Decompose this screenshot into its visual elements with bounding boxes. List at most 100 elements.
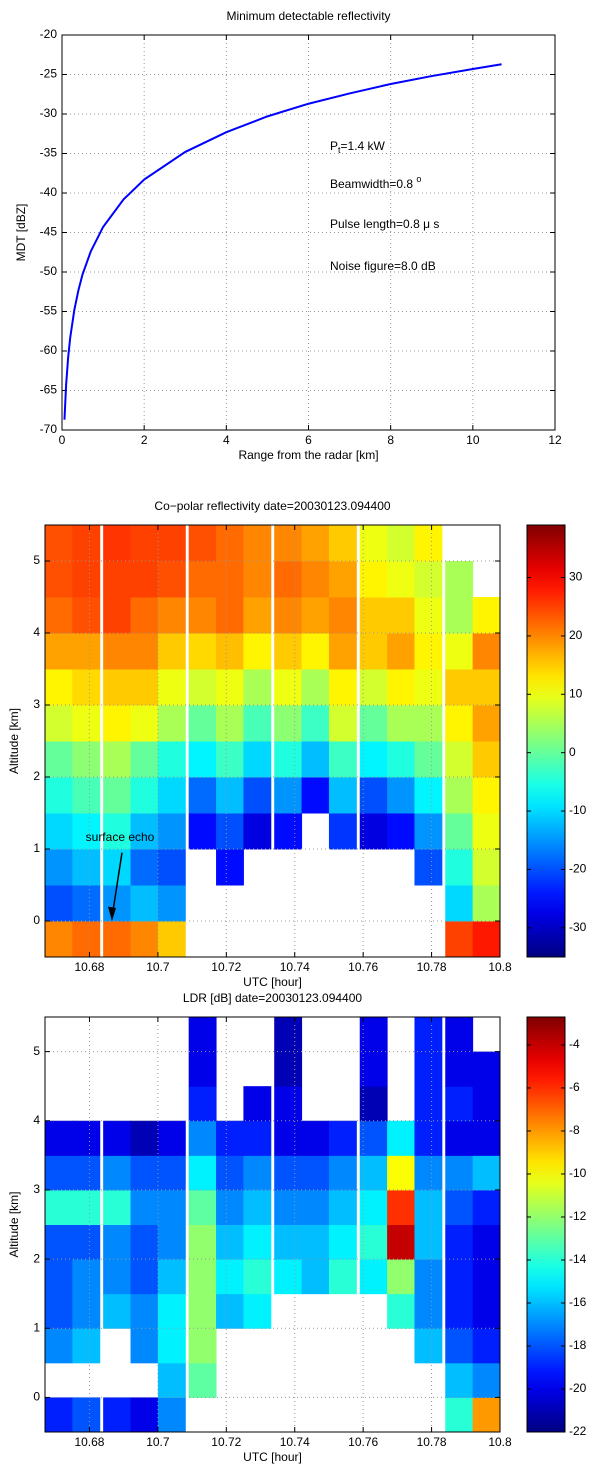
axes-frame bbox=[44, 524, 501, 958]
colorbar-tick-label: -10 bbox=[569, 803, 587, 817]
x-tick-label: 10.76 bbox=[348, 1435, 378, 1449]
line-series bbox=[63, 63, 502, 420]
y-tick-label: 3 bbox=[33, 1182, 40, 1196]
heatmap-cell bbox=[414, 1224, 443, 1260]
y-tick-label: 1 bbox=[33, 1320, 40, 1334]
annotation-arrow bbox=[111, 852, 123, 918]
heatmap-cell bbox=[445, 1051, 474, 1087]
heatmap-cell bbox=[130, 525, 159, 562]
colorbar-tick-label: -12 bbox=[569, 1209, 587, 1223]
heatmap-cell bbox=[472, 1155, 501, 1191]
heatmap-cell bbox=[387, 1189, 415, 1225]
heatmap-cell bbox=[472, 597, 501, 634]
heatmap-cell bbox=[359, 1051, 388, 1087]
colorbar-tick-label: -4 bbox=[569, 1037, 580, 1051]
heatmap-cell bbox=[45, 1155, 73, 1191]
y-tick-label: 0 bbox=[33, 913, 40, 927]
heatmap-cell bbox=[45, 1293, 73, 1329]
heatmap-cell bbox=[103, 525, 132, 562]
heatmap-cell bbox=[130, 597, 159, 634]
heatmap-cell bbox=[188, 1017, 217, 1053]
heatmap-cell bbox=[72, 1155, 101, 1191]
heatmap-cell bbox=[414, 777, 443, 814]
chart-title: Co−polar reflectivity date=20030123.0944… bbox=[154, 499, 391, 513]
colorbar-tick-label: -30 bbox=[569, 920, 587, 934]
heatmap-cell bbox=[216, 561, 244, 598]
heatmap-cell bbox=[472, 705, 501, 742]
heatmap-cell bbox=[472, 849, 501, 886]
heatmap-cell bbox=[274, 1051, 303, 1087]
heatmap-cell bbox=[328, 741, 357, 778]
heatmap-cell bbox=[130, 1155, 159, 1191]
heatmap-cell bbox=[445, 669, 474, 706]
heatmap-cell bbox=[445, 1155, 474, 1191]
annotation: Pt=1.4 kW bbox=[330, 139, 386, 155]
heatmap-cell bbox=[445, 1397, 474, 1433]
x-tick-label: 10.7 bbox=[146, 1435, 170, 1449]
heatmap-cell bbox=[45, 777, 73, 814]
heatmap-cell bbox=[472, 669, 501, 706]
heatmap-cell bbox=[445, 705, 474, 742]
heatmap-cell bbox=[387, 1259, 415, 1295]
y-tick-label: -25 bbox=[40, 67, 58, 81]
heatmap-cell bbox=[157, 1224, 186, 1260]
heatmap-cell bbox=[188, 1189, 217, 1225]
heatmap-cell bbox=[414, 813, 443, 850]
heatmap-cell bbox=[274, 1017, 303, 1053]
heatmap-cell bbox=[216, 1189, 244, 1225]
heatmap-cell bbox=[157, 921, 186, 958]
heatmap-cell bbox=[243, 1259, 272, 1295]
heatmap-cell bbox=[216, 813, 244, 850]
y-tick-label: 0 bbox=[33, 1390, 40, 1404]
heatmap-cell bbox=[445, 633, 474, 670]
heatmap-cell bbox=[188, 1155, 217, 1191]
heatmap-cell bbox=[414, 1051, 443, 1087]
heatmap-cell bbox=[472, 885, 501, 922]
heatmap-cell bbox=[472, 1259, 501, 1295]
heatmap-cell bbox=[216, 633, 244, 670]
heatmap-cell bbox=[103, 741, 132, 778]
heatmap-cell bbox=[414, 1259, 443, 1295]
heatmap-cell bbox=[130, 561, 159, 598]
colorbar-tick-label: 20 bbox=[569, 628, 583, 642]
y-tick-label: 2 bbox=[33, 1251, 40, 1265]
heatmap-cell bbox=[445, 921, 474, 958]
heatmap-cell bbox=[301, 1224, 330, 1260]
heatmap-cell bbox=[387, 741, 415, 778]
heatmap-cell bbox=[274, 1155, 303, 1191]
heatmap-cell bbox=[328, 777, 357, 814]
x-tick-label: 10.72 bbox=[211, 960, 241, 974]
heatmap-cell bbox=[301, 1120, 330, 1156]
heatmap-cell bbox=[414, 669, 443, 706]
heatmap-cell bbox=[45, 597, 73, 634]
heatmap-cell bbox=[274, 813, 303, 850]
heatmap-cell bbox=[130, 1259, 159, 1295]
heatmap-cell bbox=[472, 1293, 501, 1329]
x-axis-label: UTC [hour] bbox=[243, 975, 302, 989]
heatmap-cell bbox=[301, 1259, 330, 1295]
heatmap-cell bbox=[472, 633, 501, 670]
heatmap-cell bbox=[274, 1120, 303, 1156]
heatmap-cell bbox=[188, 741, 217, 778]
heatmap-cell bbox=[103, 921, 132, 958]
heatmap-cell bbox=[445, 1086, 474, 1122]
heatmap-cell bbox=[130, 1397, 159, 1433]
x-tick-label: 0 bbox=[59, 433, 66, 447]
heatmap-cell bbox=[72, 885, 101, 922]
y-tick-label: 5 bbox=[33, 1044, 40, 1058]
heatmap-cell bbox=[387, 1120, 415, 1156]
heatmap-cell bbox=[243, 561, 272, 598]
annotation-part: P bbox=[330, 139, 338, 153]
y-tick-label: -35 bbox=[40, 146, 58, 160]
heatmap-cell bbox=[157, 1155, 186, 1191]
heatmap-cell bbox=[274, 777, 303, 814]
y-tick-label: -40 bbox=[40, 185, 58, 199]
heatmap-cell bbox=[72, 849, 101, 886]
heatmap-cell bbox=[72, 525, 101, 562]
heatmap-cell bbox=[45, 633, 73, 670]
heatmap-cell bbox=[359, 633, 388, 670]
heatmap-cell bbox=[103, 1259, 132, 1295]
heatmap-cell bbox=[130, 813, 159, 850]
colorbar-tick-label: -20 bbox=[569, 862, 587, 876]
